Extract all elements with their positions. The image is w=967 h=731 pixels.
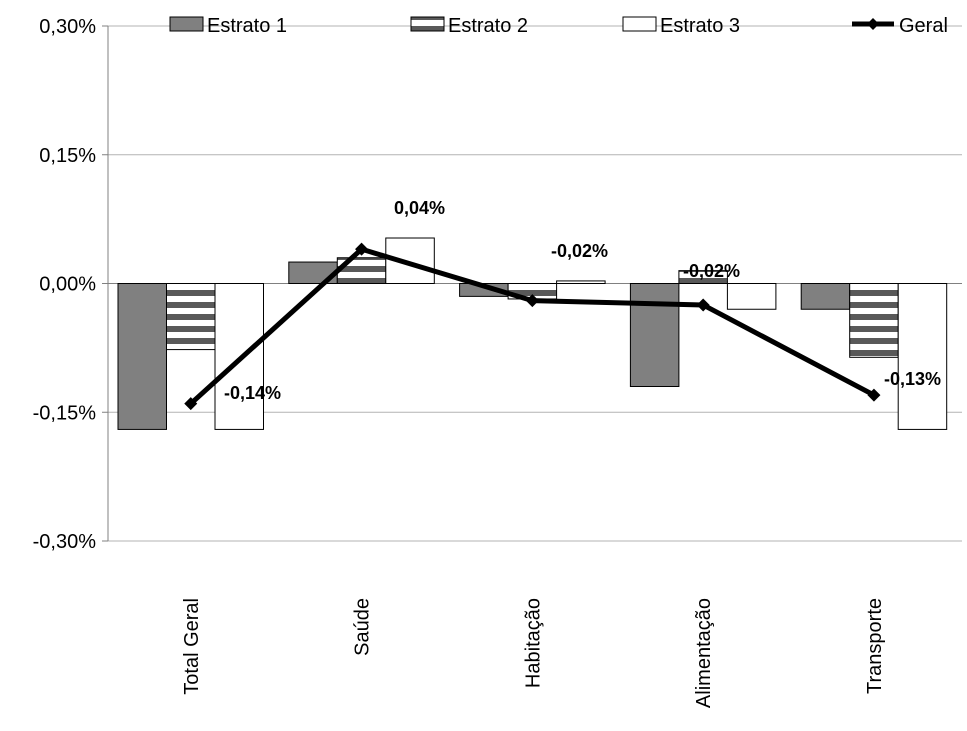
y-tick-label: 0,00%	[39, 274, 96, 296]
data-label-geral-0: -0,14%	[224, 383, 281, 403]
legend-label: Estrato 3	[660, 15, 740, 37]
data-label-geral-4: -0,13%	[884, 369, 941, 389]
legend-item-estrato-2: Estrato 2	[410, 15, 528, 37]
legend-label: Estrato 2	[448, 15, 528, 37]
bar-estrato-2-0	[166, 283, 216, 351]
geral-line	[184, 242, 881, 411]
legend: Estrato 1 Estrato 2 Estrato 3 Geral	[169, 15, 948, 37]
axes: 0,30% 0,15% 0,00% -0,15% -0,30% Total Geral Sa…	[33, 16, 962, 708]
data-label-geral-3: -0,02%	[683, 261, 740, 281]
legend-item-estrato-3: Estrato 3	[622, 15, 740, 37]
legend-swatch	[169, 16, 204, 32]
legend-swatch	[410, 16, 445, 32]
category-label: Alimentação	[693, 598, 715, 708]
bar-estrato-1-4	[800, 283, 851, 310]
bar-estrato-1-3	[629, 283, 680, 387]
legend-swatch	[622, 16, 657, 32]
category-label: Habitação	[522, 598, 544, 688]
y-tick-label: 0,30%	[39, 16, 96, 38]
legend-marker	[867, 18, 879, 30]
legend-item-geral: Geral	[852, 15, 948, 37]
legend-label: Estrato 1	[207, 15, 287, 37]
legend-item-estrato-1: Estrato 1	[169, 15, 287, 37]
geral-marker-1	[355, 242, 369, 256]
bar-estrato-3-4	[897, 283, 948, 430]
bar-estrato-3-3	[726, 283, 777, 310]
bar-estrato-1-0	[117, 283, 167, 430]
category-label: Total Geral	[181, 598, 203, 695]
geral-marker-0	[184, 397, 198, 411]
geral-marker-2	[525, 294, 539, 308]
category-label: Transporte	[864, 598, 886, 694]
data-labels: -0,14% 0,04% -0,02% -0,02% -0,13%	[224, 198, 941, 403]
bar-estrato-3-2	[556, 280, 606, 284]
bars	[117, 237, 948, 430]
category-label: Saúde	[352, 598, 374, 656]
geral-marker-3	[696, 298, 710, 312]
bar-estrato-2-3	[678, 270, 728, 284]
y-tick-label: -0,30%	[33, 531, 97, 553]
geral-marker-4	[867, 388, 881, 402]
bar-estrato-2-4	[849, 283, 899, 358]
data-label-geral-1: 0,04%	[394, 198, 445, 218]
y-tick-label: -0,15%	[33, 402, 97, 424]
legend-label: Geral	[899, 15, 948, 37]
y-tick-label: 0,15%	[39, 145, 96, 167]
data-label-geral-2: -0,02%	[551, 241, 608, 261]
